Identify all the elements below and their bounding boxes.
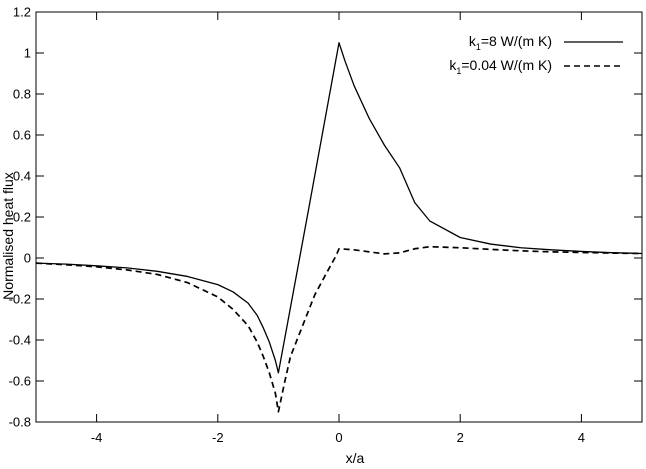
y-tick-label: 1 [24, 46, 31, 61]
y-axis-label: Normalised heat flux [0, 172, 16, 300]
series-line-2 [35, 245, 643, 413]
plot-frame [35, 11, 643, 423]
y-tick-label: 0.8 [13, 87, 31, 102]
legend: k1=8 W/(m K) k1=0.04 W/(m K) [449, 33, 623, 76]
y-tick-label: -0.2 [9, 292, 31, 307]
y-tick-label: 0 [24, 251, 31, 266]
y-tick-label: 1.2 [13, 5, 31, 20]
series-line-1 [35, 42, 643, 374]
legend-label-series-2: k1=0.04 W/(m K) [449, 57, 552, 76]
x-tick-label: 0 [335, 430, 342, 445]
x-axis-label: x/a [346, 450, 365, 466]
x-tick-label: 2 [457, 430, 464, 445]
series-layer [35, 42, 643, 413]
y-tick-label: -0.8 [9, 415, 31, 430]
frame-layer [35, 11, 643, 423]
y-tick-label: 0.2 [13, 210, 31, 225]
x-tick-label: 4 [578, 430, 585, 445]
x-tick-label: -2 [212, 430, 224, 445]
y-tick-label: 0.6 [13, 128, 31, 143]
x-tick-label: -4 [91, 430, 103, 445]
legend-entry-series-1: k1=8 W/(m K) [469, 33, 623, 52]
legend-label-series-1: k1=8 W/(m K) [469, 33, 552, 52]
y-tick-label: -0.4 [9, 333, 31, 348]
y-tick-label: -0.6 [9, 374, 31, 389]
y-tick-label: 0.4 [13, 169, 31, 184]
legend-entry-series-2: k1=0.04 W/(m K) [449, 57, 623, 76]
